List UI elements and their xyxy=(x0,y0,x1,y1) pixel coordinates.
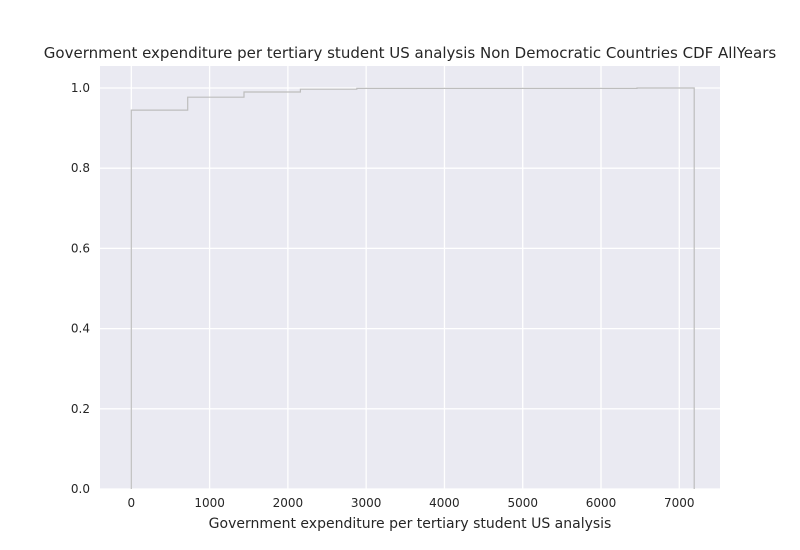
x-tick-label: 2000 xyxy=(273,496,304,510)
x-axis-label: Government expenditure per tertiary stud… xyxy=(209,516,612,532)
y-tick-label: 0.0 xyxy=(71,482,90,496)
x-tick-label: 0 xyxy=(127,496,135,510)
plot-area xyxy=(100,66,720,489)
y-tick-label: 0.2 xyxy=(71,402,90,416)
series-group xyxy=(130,87,695,489)
x-tick-label: 5000 xyxy=(507,496,538,510)
cdf-step-line xyxy=(130,87,695,489)
x-tick-label: 6000 xyxy=(586,496,617,510)
y-tick-labels: 0.0 0.2 0.4 0.6 0.8 1.0 xyxy=(71,81,90,496)
chart-title: Government expenditure per tertiary stud… xyxy=(44,44,777,62)
x-tick-label: 7000 xyxy=(664,496,695,510)
y-tick-label: 0.6 xyxy=(71,241,90,255)
x-tick-label: 4000 xyxy=(429,496,460,510)
y-tick-label: 0.4 xyxy=(71,322,90,336)
x-tick-label: 3000 xyxy=(351,496,382,510)
y-tick-label: 1.0 xyxy=(71,81,90,95)
x-tick-label: 1000 xyxy=(194,496,225,510)
y-tick-label: 0.8 xyxy=(71,161,90,175)
x-tick-labels: 0 1000 2000 3000 4000 5000 6000 7000 xyxy=(127,496,694,510)
